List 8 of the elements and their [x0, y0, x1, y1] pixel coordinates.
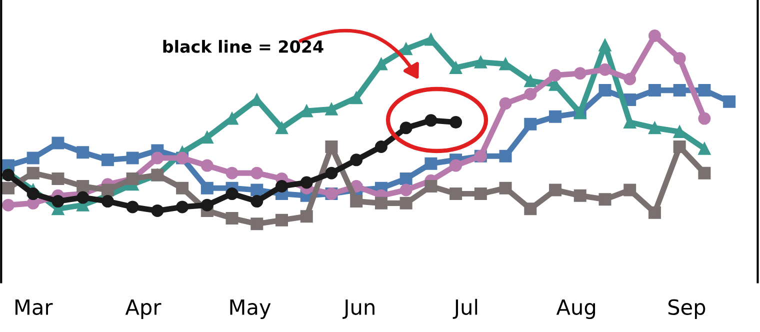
x-tick-label: Sep — [668, 299, 706, 320]
x-tick-label: Aug — [556, 300, 596, 320]
annotation: black line = 2024 — [163, 40, 324, 53]
x-tick-label: May — [230, 300, 271, 320]
x-tick-label: Apr — [125, 300, 162, 320]
x-tick-label: Mar — [16, 300, 53, 315]
x-tick-label: Jul — [452, 298, 478, 319]
x-tick-label: Jun — [342, 300, 374, 319]
